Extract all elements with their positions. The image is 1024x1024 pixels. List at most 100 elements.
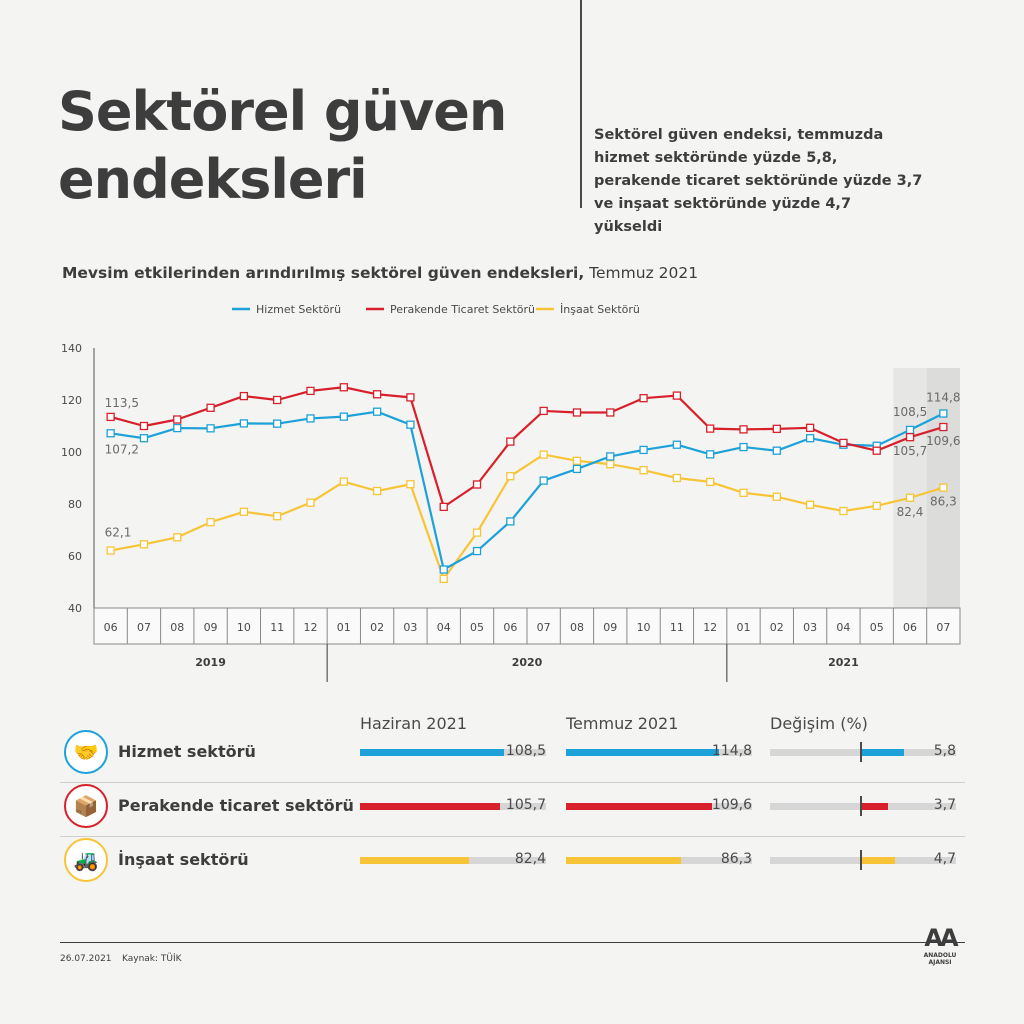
june-bar-fill — [360, 803, 501, 810]
data-label: 105,7 — [893, 444, 927, 458]
y-tick-label: 40 — [68, 602, 82, 615]
change-bar: 3,7 — [770, 797, 956, 813]
series-point — [506, 437, 515, 446]
series-point — [639, 394, 648, 403]
row-name: Hizmet sektörü — [118, 742, 256, 761]
series-point — [506, 517, 515, 526]
subtitle-bold: Mevsim etkilerinden arındırılmış sektöre… — [62, 264, 585, 282]
x-tick-label: 02 — [770, 621, 784, 634]
series-point — [672, 473, 682, 483]
series-point — [372, 486, 382, 496]
col-head-change: Değişim (%) — [770, 714, 868, 733]
x-tick-label: 06 — [503, 621, 517, 634]
x-tick-label: 07 — [537, 621, 551, 634]
change-value: 5,8 — [933, 743, 956, 759]
x-tick-label: 01 — [337, 621, 351, 634]
subtitle-rest: Temmuz 2021 — [584, 264, 699, 282]
x-tick-label: 07 — [936, 621, 950, 634]
series-point — [239, 507, 249, 516]
series-point — [739, 425, 748, 434]
logo-text: ANADOLU AJANSI — [923, 952, 957, 966]
footer-line — [60, 942, 965, 943]
series-point — [139, 540, 149, 549]
series-point — [339, 477, 348, 486]
june-bar: 82,4 — [360, 851, 546, 867]
june-value: 108,5 — [505, 743, 546, 759]
data-label: 82,4 — [897, 505, 924, 519]
series-point — [139, 421, 149, 431]
x-tick-label: 01 — [737, 621, 751, 634]
x-tick-label: 11 — [670, 621, 684, 634]
series-point — [739, 442, 748, 452]
series-point — [273, 395, 282, 405]
change-bar-fill — [860, 803, 888, 810]
highlight-band — [893, 368, 927, 608]
series-point — [273, 512, 282, 521]
x-tick-label: 08 — [170, 621, 184, 634]
series-point — [839, 438, 848, 448]
series-point — [439, 502, 448, 512]
series-point — [905, 433, 915, 442]
series-point — [905, 425, 915, 435]
y-tick-label: 120 — [61, 394, 82, 407]
data-label: 62,1 — [105, 526, 132, 540]
series-point — [273, 419, 282, 428]
change-bar-fill — [860, 857, 896, 864]
title-line-1: Sektörel güven — [58, 80, 507, 143]
series-point — [805, 423, 815, 432]
series-line — [110, 386, 944, 508]
change-bar-fill — [860, 749, 904, 756]
series-point — [706, 450, 715, 459]
title-line-2: endeksleri — [58, 148, 368, 211]
series-point — [539, 476, 548, 485]
series-point — [506, 472, 515, 481]
row-separator — [60, 836, 965, 837]
row-perakende: 📦 Perakende ticaret sektörü 105,7 109,6 … — [0, 784, 1024, 840]
summary-text: Sektörel güven endeksi, temmuzda hizmet … — [594, 127, 923, 235]
series-point — [439, 565, 448, 574]
aa-logo: AA ANADOLU AJANSI — [918, 924, 962, 966]
july-bar: 109,6 — [566, 797, 752, 813]
x-tick-label: 04 — [836, 621, 850, 634]
x-tick-label: 05 — [470, 621, 484, 634]
page-title: Sektörel güven endeksleri — [58, 78, 507, 214]
series-line — [110, 410, 944, 571]
legend-label: Perakende Ticaret Sektörü — [390, 303, 535, 316]
zero-line — [860, 796, 862, 816]
july-bar-fill — [566, 803, 712, 810]
zero-line — [860, 742, 862, 762]
series-point — [872, 501, 881, 510]
x-tick-label: 10 — [237, 621, 251, 634]
series-point — [173, 415, 182, 424]
july-bar-fill — [566, 857, 681, 864]
july-value: 114,8 — [711, 743, 752, 759]
july-bar-fill — [566, 749, 719, 756]
series-point — [439, 574, 448, 584]
x-tick-label: 03 — [403, 621, 417, 634]
y-tick-label: 140 — [61, 342, 82, 355]
data-label: 109,6 — [926, 434, 960, 448]
series-point — [772, 446, 781, 455]
series-point — [239, 391, 249, 401]
data-label: 108,5 — [893, 405, 927, 419]
x-tick-label: 09 — [603, 621, 617, 634]
change-value: 3,7 — [933, 797, 956, 813]
series-point — [406, 393, 415, 402]
legend-label: Hizmet Sektörü — [256, 303, 341, 316]
series-point — [173, 533, 182, 542]
line-chart: Hizmet Sektörü Perakende Ticaret Sektörü İ… — [61, 303, 961, 682]
series-point — [406, 420, 415, 429]
year-label: 2020 — [512, 656, 543, 669]
series-point — [306, 386, 315, 396]
series-point — [239, 419, 249, 428]
chart-subtitle: Mevsim etkilerinden arındırılmış sektöre… — [62, 264, 698, 282]
series-point — [572, 408, 582, 417]
series-point — [106, 412, 115, 422]
june-bar-fill — [360, 749, 505, 756]
year-label: 2021 — [828, 656, 859, 669]
row-hizmet: 🤝 Hizmet sektörü 108,5 114,8 5,8 — [0, 730, 1024, 786]
series-point — [639, 466, 648, 475]
x-tick-label: 05 — [870, 621, 884, 634]
series-point — [606, 460, 615, 469]
series-point — [639, 445, 648, 455]
